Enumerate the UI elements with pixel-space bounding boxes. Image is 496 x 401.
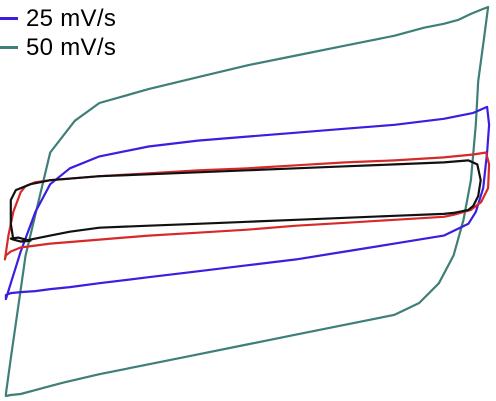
legend-item-25mvs: 25 mV/s [0, 4, 116, 33]
series-line-4 [9, 159, 482, 243]
legend: 25 mV/s 50 mV/s [0, 4, 116, 62]
legend-swatch-50mvs [0, 46, 18, 49]
legend-item-50mvs: 50 mV/s [0, 33, 116, 62]
legend-label-25mvs: 25 mV/s [26, 4, 117, 32]
series-line-2 [4, 105, 491, 301]
legend-label-50mvs: 50 mV/s [26, 33, 117, 61]
series-line-3 [3, 151, 491, 261]
series-line-1 [4, 5, 490, 398]
legend-swatch-25mvs [0, 17, 18, 20]
series-layer [3, 5, 491, 398]
